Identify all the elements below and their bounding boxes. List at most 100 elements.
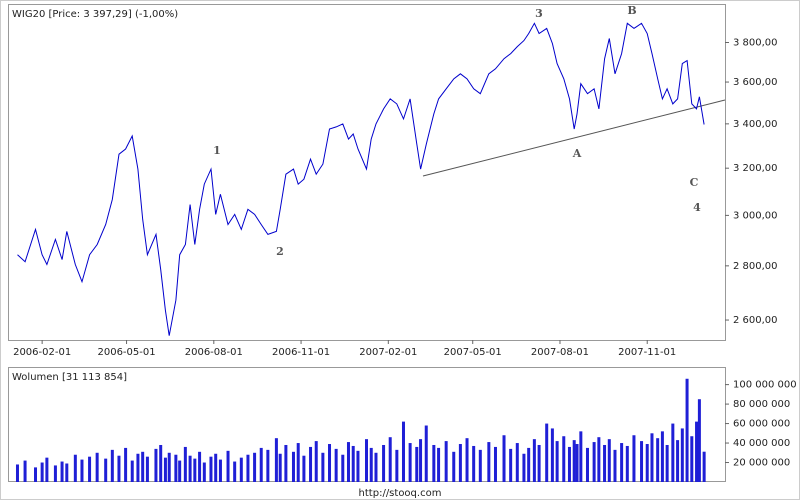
- wave-label: 1: [213, 144, 221, 157]
- y-tick-label: 3 200,00: [733, 163, 778, 174]
- volume-bar: [188, 455, 192, 482]
- volume-bar: [95, 452, 99, 482]
- volume-bar: [209, 456, 213, 482]
- volume-bar: [640, 441, 644, 482]
- volume-bar: [572, 440, 576, 482]
- price-panel: [8, 4, 726, 341]
- volume-bar: [515, 443, 519, 482]
- volume-bar: [472, 445, 476, 482]
- volume-bar: [452, 451, 456, 482]
- volume-bar: [198, 451, 202, 482]
- wave-label: B: [627, 4, 636, 17]
- volume-bar: [15, 464, 19, 482]
- volume-bar: [585, 447, 589, 482]
- volume-bar: [487, 442, 491, 482]
- wave-label: 3: [535, 7, 543, 20]
- volume-bar: [702, 451, 706, 482]
- volume-bar: [274, 438, 278, 482]
- volume-bar: [579, 431, 583, 482]
- volume-bar: [408, 443, 412, 482]
- volume-bar: [159, 444, 163, 482]
- wave-label: 2: [276, 245, 284, 258]
- volume-bar: [665, 444, 669, 482]
- volume-bar: [124, 447, 128, 482]
- volume-bar: [645, 444, 649, 482]
- volume-bar: [104, 458, 108, 482]
- y-tick-label: 3 800,00: [733, 38, 778, 49]
- volume-title: Wolumen [31 113 854]: [12, 372, 127, 383]
- y-tick-label: 2 600,00: [733, 315, 778, 326]
- volume-bar: [527, 447, 531, 482]
- volume-bar: [656, 438, 660, 482]
- volume-bar: [575, 444, 579, 482]
- volume-bar: [607, 439, 611, 482]
- volume-bar: [437, 447, 441, 482]
- volume-bar: [266, 449, 270, 482]
- volume-bar: [178, 460, 182, 482]
- volume-bar: [395, 449, 399, 482]
- volume-bar: [388, 437, 392, 482]
- volume-bar: [502, 435, 506, 482]
- x-tick-label: 2006-05-01: [97, 347, 155, 358]
- volume-bar: [365, 439, 368, 482]
- volume-bar: [632, 435, 636, 482]
- wave-label: C: [690, 176, 699, 189]
- volume-bar: [334, 448, 338, 482]
- volume-bar: [424, 425, 428, 482]
- volume-bar: [183, 446, 187, 482]
- volume-bar: [253, 452, 257, 482]
- volume-bar: [545, 423, 549, 482]
- volume-bar: [432, 444, 436, 482]
- price-line: [17, 22, 705, 336]
- volume-bar: [613, 449, 617, 482]
- volume-bar: [419, 439, 423, 482]
- volume-bar: [478, 449, 482, 482]
- volume-bar: [193, 458, 197, 482]
- y-tick-label: 80 000 000: [733, 399, 790, 410]
- volume-bar: [278, 453, 282, 482]
- volume-bar: [145, 456, 149, 482]
- volume-bar: [356, 450, 360, 482]
- volume-bar: [522, 453, 526, 482]
- volume-bar: [23, 460, 27, 482]
- volume-bar: [233, 461, 237, 482]
- volume-bar: [374, 452, 378, 482]
- volume-bar: [291, 451, 295, 482]
- volume-bar: [284, 444, 288, 482]
- y-tick-label: 3 400,00: [733, 119, 778, 130]
- volume-bar: [136, 453, 140, 482]
- y-tick-label: 40 000 000: [733, 438, 790, 449]
- volume-bar: [218, 459, 222, 482]
- volume-bar: [695, 421, 699, 482]
- volume-bar: [401, 421, 405, 482]
- volume-bar: [671, 423, 675, 482]
- wave-label: 4: [693, 201, 701, 214]
- volume-bar: [110, 449, 114, 482]
- volume-bar: [296, 443, 300, 482]
- volume-bar: [130, 460, 134, 482]
- x-tick-label: 2006-11-01: [272, 347, 330, 358]
- volume-bar: [685, 378, 689, 482]
- volume-bar: [555, 441, 559, 482]
- volume-bar: [532, 439, 536, 482]
- y-tick-label: 60 000 000: [733, 419, 790, 430]
- volume-bar: [509, 448, 513, 482]
- y-tick-label: 2 800,00: [733, 261, 778, 272]
- volume-bar: [214, 453, 218, 482]
- volume-bar: [562, 436, 566, 482]
- volume-bar: [309, 446, 313, 482]
- volume-bar: [302, 455, 306, 482]
- x-tick-label: 2007-11-01: [618, 347, 676, 358]
- volume-bar: [676, 440, 680, 482]
- volume-bar: [537, 444, 541, 482]
- y-tick-label: 20 000 000: [733, 458, 790, 469]
- volume-bar: [597, 437, 601, 482]
- volume-bar: [690, 436, 694, 482]
- volume-bar: [226, 450, 230, 482]
- volume-bar: [680, 428, 684, 482]
- volume-bar: [625, 445, 629, 482]
- volume-bar: [328, 444, 332, 482]
- y-tick-label: 3 600,00: [733, 77, 778, 88]
